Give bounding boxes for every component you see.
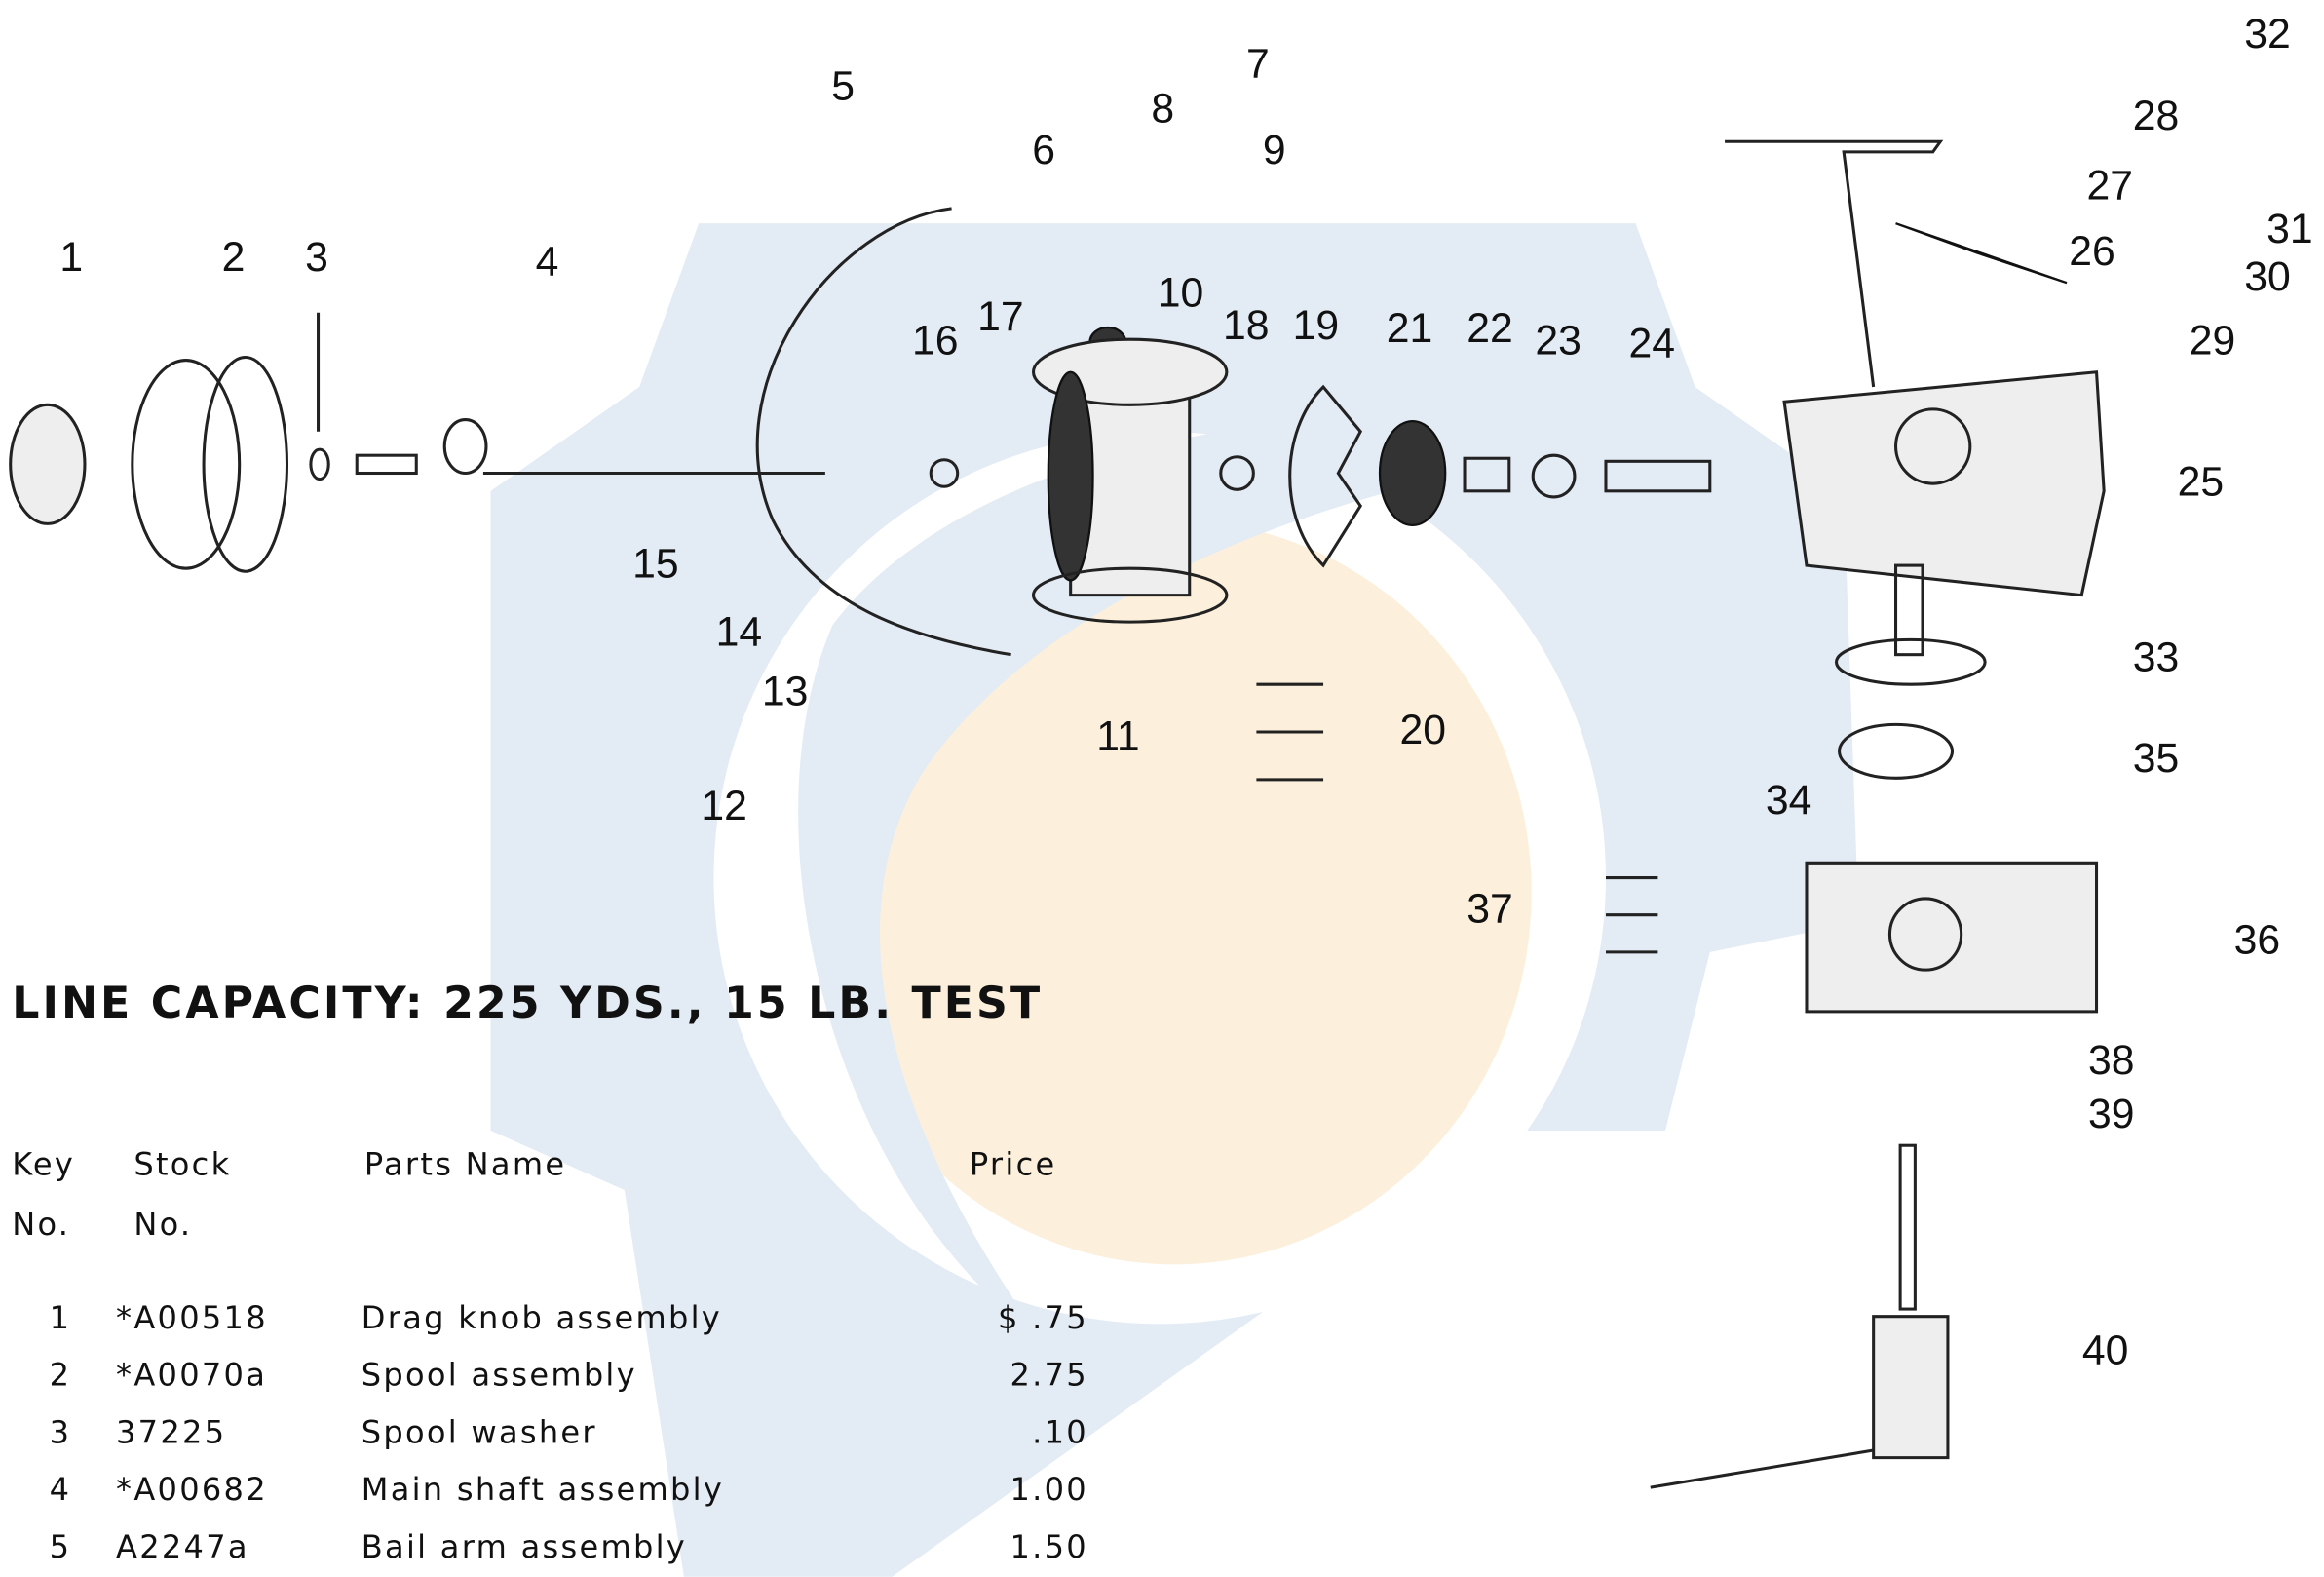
table-cell: A2247a [116, 1528, 249, 1565]
table-cell: Main shaft assembly [362, 1471, 724, 1508]
callout-number: 37 [1467, 885, 1513, 932]
callout-number: 23 [1535, 317, 1581, 364]
callout-number: 3 [305, 234, 328, 281]
anti-reverse-lever [1896, 223, 2067, 283]
callout-number: 38 [2088, 1037, 2135, 1084]
callout-number: 34 [1766, 777, 1812, 824]
callout-number: 10 [1158, 270, 1204, 317]
table-cell: .10 [1032, 1413, 1088, 1450]
crank-housing [1874, 1317, 1948, 1458]
callout-number: 13 [762, 669, 809, 715]
page: 1234567891011121314151617181920212223242… [0, 0, 2324, 1577]
table-cell: Drag knob assembly [362, 1299, 722, 1336]
table-header: No. [12, 1206, 70, 1243]
callout-number: 29 [2190, 317, 2236, 364]
callout-number: 19 [1293, 302, 1340, 349]
callout-number: 8 [1151, 85, 1174, 132]
callout-number: 17 [977, 293, 1024, 340]
callout-number: 7 [1246, 41, 1270, 88]
table-cell: 2 [50, 1357, 72, 1394]
shaft-disk [444, 420, 486, 474]
crank-arm [1651, 1450, 1874, 1487]
shaft-pin [357, 455, 416, 473]
drag-knob [11, 404, 85, 523]
callout-number: 1 [59, 234, 83, 281]
callout-number: 11 [1096, 712, 1139, 759]
table-header: Key [12, 1146, 75, 1183]
table-header: Price [970, 1146, 1057, 1183]
table-cell: 1.50 [1010, 1528, 1087, 1565]
callout-number: 25 [2178, 458, 2225, 505]
callout-number: 6 [1032, 127, 1055, 173]
table-cell: 5 [50, 1528, 72, 1565]
callout-number: 21 [1387, 305, 1433, 352]
callout-number: 22 [1467, 305, 1513, 352]
callout-number: 5 [831, 63, 855, 110]
table-cell: *A00682 [116, 1471, 268, 1508]
table-cell: 2.75 [1010, 1357, 1087, 1394]
rotor-face [1048, 372, 1093, 581]
table-cell: 4 [50, 1471, 72, 1508]
callout-number: 24 [1629, 320, 1676, 366]
callout-number: 35 [2133, 735, 2180, 782]
table-cell: 3 [50, 1413, 72, 1450]
callout-number: 36 [2234, 916, 2281, 963]
callout-number: 27 [2087, 163, 2134, 210]
crank-shaft [1900, 1145, 1915, 1309]
callout-number: 28 [2133, 93, 2180, 139]
callout-number: 9 [1263, 127, 1286, 173]
spool [133, 361, 240, 569]
table-cell: 1 [50, 1299, 72, 1336]
table-header: No. [133, 1206, 192, 1243]
callout-number: 32 [2244, 11, 2291, 58]
table-cell: 37225 [116, 1413, 226, 1450]
spool-skirt [204, 357, 286, 571]
callout-number: 4 [536, 239, 559, 286]
callout-number: 33 [2133, 634, 2180, 680]
table-cell: Spool washer [362, 1413, 597, 1450]
table-cell: Bail arm assembly [362, 1528, 687, 1565]
spool-washer [311, 449, 328, 480]
gear [1380, 421, 1445, 525]
callout-number: 2 [222, 234, 246, 281]
gear-housing [1784, 372, 2104, 596]
callout-number: 39 [2088, 1091, 2135, 1137]
drive-gear [1837, 639, 1986, 684]
reel-foot [1725, 141, 1940, 387]
callout-number: 40 [2082, 1327, 2129, 1374]
callout-number: 30 [2244, 253, 2291, 300]
table-cell: 1.00 [1010, 1471, 1087, 1508]
table-cell: *A00518 [116, 1299, 268, 1336]
table-header: Parts Name [364, 1146, 567, 1183]
callout-number: 31 [2267, 206, 2313, 252]
callout-number: 14 [716, 609, 763, 656]
callout-number: 18 [1223, 302, 1270, 349]
table-header: Stock [133, 1146, 231, 1183]
callout-number: 26 [2069, 228, 2115, 275]
callout-number: 15 [632, 540, 679, 587]
line-capacity: LINE CAPACITY: 225 YDS., 15 LB. TEST [12, 979, 1043, 1028]
side-cover [1807, 863, 2097, 1012]
table-cell: $ .75 [998, 1299, 1088, 1336]
parts-sheet: 1234567891011121314151617181920212223242… [0, 0, 2324, 1577]
callout-number: 12 [701, 783, 747, 829]
table-cell: Spool assembly [362, 1357, 637, 1394]
table-cell: *A0070a [116, 1357, 267, 1394]
ring [1840, 724, 1953, 778]
callout-number: 20 [1400, 707, 1447, 753]
callout-number: 16 [912, 317, 959, 364]
